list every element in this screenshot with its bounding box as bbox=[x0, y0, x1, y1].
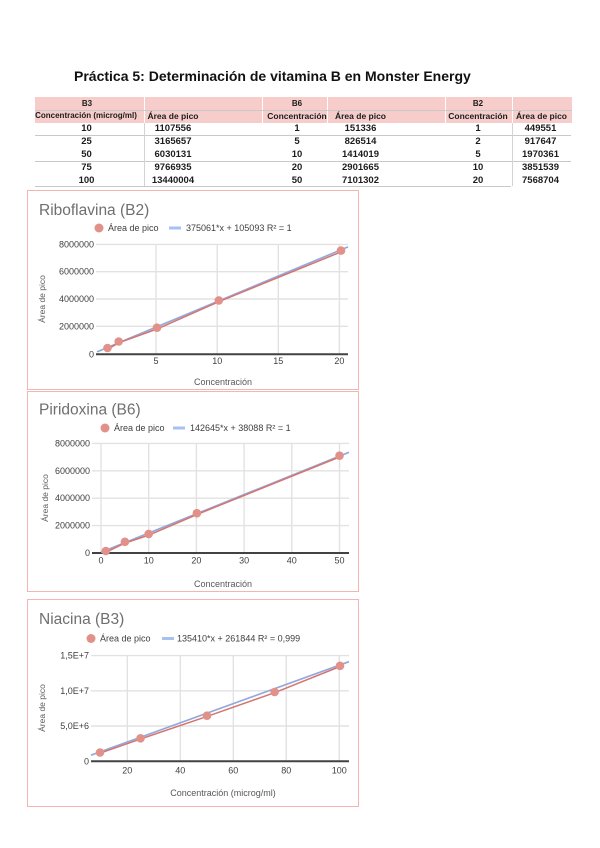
svg-text:Área de pico: Área de pico bbox=[100, 634, 151, 644]
svg-text:142645*x + 38088 R² = 1: 142645*x + 38088 R² = 1 bbox=[190, 423, 291, 433]
svg-text:15: 15 bbox=[273, 356, 283, 366]
svg-text:Piridoxina (B6): Piridoxina (B6) bbox=[39, 402, 141, 419]
svg-text:Área de pico: Área de pico bbox=[108, 223, 159, 233]
svg-text:30: 30 bbox=[239, 556, 249, 566]
svg-text:375061*x + 105093 R² = 1: 375061*x + 105093 R² = 1 bbox=[186, 223, 292, 233]
svg-text:20: 20 bbox=[191, 556, 201, 566]
svg-text:20: 20 bbox=[334, 356, 344, 366]
svg-text:60: 60 bbox=[228, 766, 238, 776]
svg-text:40: 40 bbox=[175, 766, 185, 776]
svg-text:1,0E+7: 1,0E+7 bbox=[60, 686, 89, 696]
svg-text:1,5E+7: 1,5E+7 bbox=[60, 651, 89, 661]
svg-text:8000000: 8000000 bbox=[59, 239, 94, 249]
svg-text:6000000: 6000000 bbox=[55, 466, 90, 476]
svg-text:2000000: 2000000 bbox=[55, 521, 90, 531]
svg-text:Área de pico: Área de pico bbox=[114, 423, 165, 433]
svg-text:80: 80 bbox=[281, 766, 291, 776]
svg-text:0: 0 bbox=[98, 556, 103, 566]
svg-text:Concentración (microg/ml): Concentración (microg/ml) bbox=[170, 788, 276, 798]
svg-text:50: 50 bbox=[334, 556, 344, 566]
svg-text:8000000: 8000000 bbox=[55, 438, 90, 448]
svg-text:Área de pico: Área de pico bbox=[37, 684, 47, 732]
svg-text:0: 0 bbox=[85, 548, 90, 558]
svg-text:Riboflavina (B2): Riboflavina (B2) bbox=[39, 202, 149, 219]
svg-text:6000000: 6000000 bbox=[59, 267, 94, 277]
svg-text:Niacina (B3): Niacina (B3) bbox=[39, 611, 124, 628]
svg-text:20: 20 bbox=[122, 766, 132, 776]
svg-text:135410*x + 261844 R² = 0,999: 135410*x + 261844 R² = 0,999 bbox=[177, 634, 300, 644]
svg-text:4000000: 4000000 bbox=[59, 294, 94, 304]
svg-text:Área de pico: Área de pico bbox=[40, 474, 50, 522]
svg-text:5: 5 bbox=[153, 356, 158, 366]
svg-text:2000000: 2000000 bbox=[59, 321, 94, 331]
svg-text:Concentración: Concentración bbox=[194, 579, 252, 589]
svg-text:10: 10 bbox=[144, 556, 154, 566]
svg-text:Área de pico: Área de pico bbox=[37, 275, 47, 323]
svg-text:10: 10 bbox=[212, 356, 222, 366]
svg-text:Concentración: Concentración bbox=[194, 377, 252, 387]
svg-text:0: 0 bbox=[84, 756, 89, 766]
svg-text:100: 100 bbox=[332, 766, 347, 776]
svg-text:5,0E+6: 5,0E+6 bbox=[60, 721, 89, 731]
svg-text:4000000: 4000000 bbox=[55, 493, 90, 503]
svg-text:0: 0 bbox=[89, 349, 94, 359]
svg-text:40: 40 bbox=[287, 556, 297, 566]
